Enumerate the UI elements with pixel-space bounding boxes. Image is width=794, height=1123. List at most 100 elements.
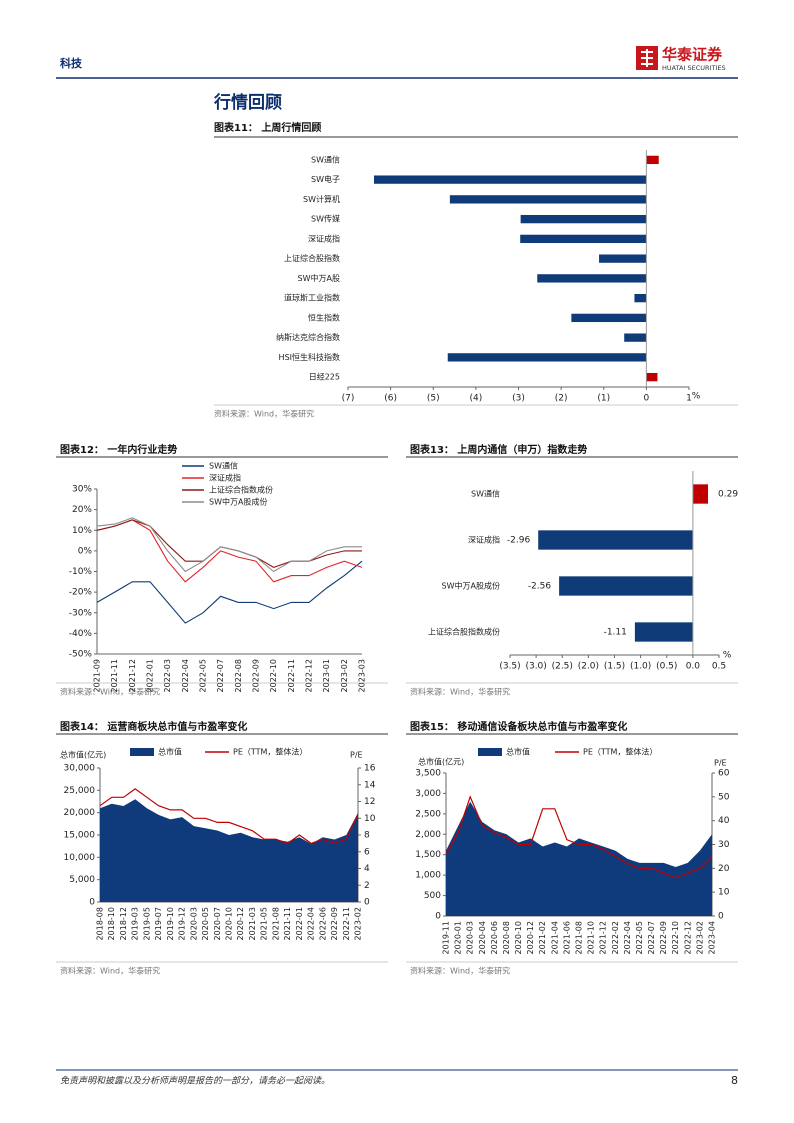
legend-swatch — [478, 748, 502, 756]
legend-label: PE（TTM，整体法） — [233, 747, 307, 757]
source: 资料来源：Wind，华泰研究 — [214, 409, 314, 419]
y-tick-label: 14 — [364, 780, 376, 790]
x-tick-label: 2022-05 — [199, 659, 208, 692]
x-axis-unit: % — [723, 651, 732, 661]
bar — [520, 214, 647, 224]
x-axis-unit: % — [692, 392, 701, 402]
bar — [646, 372, 658, 382]
x-tick-label: (1.5) — [604, 662, 625, 672]
y-tick-label: 1,000 — [415, 871, 441, 881]
y-tick-label: 2 — [364, 881, 370, 891]
category-label: SW通信 — [471, 489, 500, 499]
y-tick-label: 30,000 — [64, 764, 96, 774]
x-tick-label: 2022-08 — [234, 659, 243, 692]
x-tick-label: 2022-06 — [318, 907, 327, 940]
x-tick-label: 2019-12 — [178, 907, 187, 940]
x-tick-label: (2.5) — [552, 662, 573, 672]
y-tick-label: -50% — [69, 650, 93, 660]
bar — [692, 484, 709, 504]
y-tick-label: 500 — [424, 891, 441, 901]
bar — [646, 155, 659, 165]
figure-title: 图表13： 上周内通信（申万）指数走势 — [410, 443, 587, 456]
line — [96, 560, 363, 624]
y-tick-label: 1,500 — [415, 850, 441, 860]
category-label: SW通信 — [311, 154, 340, 164]
source: 资料来源：Wind，华泰研究 — [60, 687, 160, 697]
x-tick-label: 2022-03 — [163, 659, 172, 692]
legend-swatch — [130, 748, 154, 756]
logo-icon-lines — [641, 49, 653, 67]
page-number: 8 — [731, 1074, 738, 1087]
x-tick-label: (3.0) — [525, 662, 546, 672]
line — [96, 517, 362, 573]
bar — [559, 576, 693, 596]
x-tick-label: 2022-04 — [623, 921, 632, 954]
y-tick-label: -30% — [69, 608, 93, 618]
x-tick-label: 2018-12 — [119, 907, 128, 940]
category-label: HSI恒生科技指数 — [279, 352, 340, 362]
x-tick-label: 2022-11 — [287, 659, 296, 692]
y-tick-label: 15,000 — [64, 831, 96, 841]
x-tick-label: 2019-10 — [166, 907, 175, 940]
data-label: -2.96 — [507, 536, 531, 546]
line — [99, 788, 359, 845]
x-tick-label: (2) — [555, 394, 568, 404]
x-tick-label: 2022-05 — [635, 921, 644, 954]
y-tick-label: -20% — [69, 588, 93, 598]
x-tick-label: 2021-09 — [93, 659, 102, 692]
x-tick-label: 2020-03 — [189, 907, 198, 940]
category-label: SW计算机 — [303, 194, 340, 204]
y-tick-label: 0 — [435, 912, 441, 922]
x-tick-label: 2021-08 — [271, 907, 280, 940]
x-tick-label: 2023-02 — [354, 907, 363, 940]
x-tick-label: 2019-07 — [154, 907, 163, 940]
x-tick-label: 2022-12 — [683, 921, 692, 954]
y-tick-label: 16 — [364, 764, 376, 774]
x-tick-label: (3) — [512, 394, 525, 404]
y-tick-label: 40 — [718, 816, 730, 826]
x-tick-label: 0 — [644, 394, 650, 404]
x-tick-label: 2022-01 — [295, 907, 304, 940]
x-tick-label: 2020-12 — [236, 907, 245, 940]
x-tick-label: 2020-04 — [478, 921, 487, 954]
x-tick-label: (6) — [384, 394, 397, 404]
y2-axis-title: P/E — [714, 759, 727, 768]
y-tick-label: 60 — [718, 769, 730, 779]
category-label: 道琼斯工业指数 — [284, 293, 340, 303]
x-tick-label: 1 — [686, 394, 692, 404]
x-tick-label: 2023-02 — [695, 921, 704, 954]
x-tick-label: 2022-07 — [647, 921, 656, 954]
disclaimer: 免责声明和披露以及分析师声明是报告的一部分，请务必一起阅读。 — [60, 1076, 330, 1087]
y-tick-label: 0 — [364, 898, 370, 908]
y-tick-label: 3,000 — [415, 789, 441, 799]
category-label: 恒生指数 — [308, 312, 340, 322]
y-tick-label: 30% — [72, 485, 92, 495]
x-tick-label: 2022-12 — [305, 659, 314, 692]
data-label: -2.56 — [528, 582, 552, 592]
x-tick-label: 2020-10 — [514, 921, 523, 954]
x-tick-label: 2020-03 — [466, 921, 475, 954]
category-label: SW电子 — [311, 174, 340, 184]
source: 资料来源：Wind，华泰研究 — [410, 966, 510, 976]
source: 资料来源：Wind，华泰研究 — [410, 687, 510, 697]
y-tick-label: 2,000 — [415, 830, 441, 840]
x-tick-label: 2023-02 — [340, 659, 349, 692]
category-label: SW传媒 — [311, 214, 340, 224]
x-tick-label: 2022-09 — [252, 659, 261, 692]
x-tick-label: 2021-03 — [248, 907, 257, 940]
y-tick-label: 5,000 — [69, 875, 95, 885]
x-tick-label: 2019-11 — [442, 921, 451, 954]
category-label: 深证成指 — [468, 535, 500, 545]
y-tick-label: 3,500 — [415, 769, 441, 779]
x-tick-label: 2021-02 — [538, 921, 547, 954]
x-tick-label: 2020-01 — [454, 921, 463, 954]
y-tick-label: 4 — [364, 864, 370, 874]
y-tick-label: 0% — [78, 546, 93, 556]
category-label: 上证综合股指数 — [284, 253, 340, 263]
x-tick-label: 0.5 — [712, 662, 726, 672]
x-tick-label: 2022-09 — [330, 907, 339, 940]
x-tick-label: 2022-07 — [216, 659, 225, 692]
x-tick-label: 2020-07 — [213, 907, 222, 940]
logo: 华泰证券 HUATAI SECURITIES — [636, 46, 726, 72]
x-tick-label: 2020-08 — [502, 921, 511, 954]
